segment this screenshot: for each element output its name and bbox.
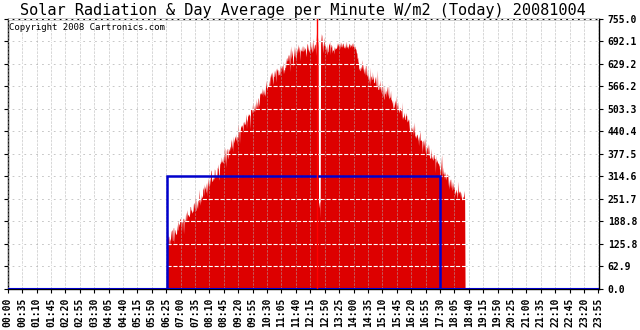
Bar [166, 176, 440, 289]
Title: Solar Radiation & Day Average per Minute W/m2 (Today) 20081004: Solar Radiation & Day Average per Minute… [20, 3, 586, 18]
Text: Copyright 2008 Cartronics.com: Copyright 2008 Cartronics.com [9, 23, 165, 32]
